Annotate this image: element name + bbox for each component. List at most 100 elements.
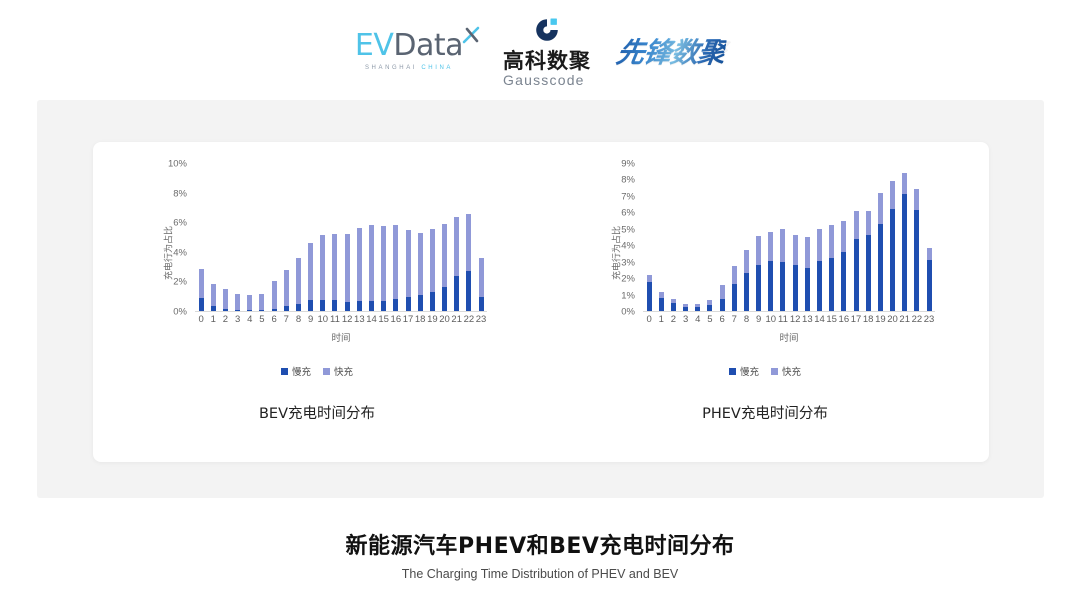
bar-column[interactable]: [219, 164, 231, 311]
stacked-bar[interactable]: [368, 225, 374, 311]
bar-segment-slow: [719, 298, 725, 311]
bar-column[interactable]: [353, 164, 365, 311]
stacked-bar[interactable]: [466, 214, 472, 311]
bar-column[interactable]: [414, 164, 426, 311]
stacked-bar[interactable]: [405, 230, 411, 311]
bar-column[interactable]: [426, 164, 438, 311]
stacked-bar[interactable]: [198, 268, 204, 311]
bar-column[interactable]: [463, 164, 475, 311]
stacked-bar[interactable]: [222, 288, 228, 311]
stacked-bar[interactable]: [877, 193, 883, 311]
stacked-bar[interactable]: [792, 234, 798, 311]
bar-column[interactable]: [801, 164, 813, 311]
stacked-bar[interactable]: [853, 210, 859, 311]
bar-column[interactable]: [704, 164, 716, 311]
bar-column[interactable]: [899, 164, 911, 311]
bar-column[interactable]: [643, 164, 655, 311]
stacked-bar[interactable]: [731, 265, 737, 311]
stacked-bar[interactable]: [926, 247, 932, 311]
bar-column[interactable]: [789, 164, 801, 311]
bar-column[interactable]: [692, 164, 704, 311]
bar-column[interactable]: [862, 164, 874, 311]
bar-column[interactable]: [244, 164, 256, 311]
stacked-bar[interactable]: [768, 232, 774, 311]
stacked-bar[interactable]: [442, 224, 448, 311]
stacked-bar[interactable]: [743, 250, 749, 311]
stacked-bar[interactable]: [804, 237, 810, 311]
bar-column[interactable]: [886, 164, 898, 311]
bar-column[interactable]: [680, 164, 692, 311]
bar-column[interactable]: [923, 164, 935, 311]
stacked-bar[interactable]: [865, 210, 871, 311]
bar-segment-fast: [308, 242, 314, 300]
bar-column[interactable]: [390, 164, 402, 311]
stacked-bar[interactable]: [235, 294, 241, 311]
bar-column[interactable]: [753, 164, 765, 311]
bar-column[interactable]: [716, 164, 728, 311]
stacked-bar[interactable]: [890, 181, 896, 311]
bar-column[interactable]: [195, 164, 207, 311]
stacked-bar[interactable]: [429, 228, 435, 311]
bar-column[interactable]: [378, 164, 390, 311]
bar-column[interactable]: [826, 164, 838, 311]
bar-column[interactable]: [438, 164, 450, 311]
bar-column[interactable]: [777, 164, 789, 311]
stacked-bar[interactable]: [914, 189, 920, 311]
phev-y-tick: 7%: [621, 191, 635, 203]
bar-column[interactable]: [268, 164, 280, 311]
bar-column[interactable]: [317, 164, 329, 311]
stacked-bar[interactable]: [829, 224, 835, 311]
bar-column[interactable]: [305, 164, 317, 311]
bar-column[interactable]: [765, 164, 777, 311]
stacked-bar[interactable]: [756, 236, 762, 311]
bar-column[interactable]: [813, 164, 825, 311]
stacked-bar[interactable]: [393, 225, 399, 311]
bar-column[interactable]: [850, 164, 862, 311]
stacked-bar[interactable]: [247, 294, 253, 311]
stacked-bar[interactable]: [295, 258, 301, 311]
stacked-bar[interactable]: [210, 283, 216, 311]
bar-column[interactable]: [451, 164, 463, 311]
bar-column[interactable]: [341, 164, 353, 311]
stacked-bar[interactable]: [670, 298, 676, 311]
stacked-bar[interactable]: [780, 228, 786, 311]
stacked-bar[interactable]: [902, 172, 908, 311]
stacked-bar[interactable]: [841, 220, 847, 311]
bar-column[interactable]: [232, 164, 244, 311]
stacked-bar[interactable]: [816, 228, 822, 311]
bar-segment-fast: [902, 172, 908, 195]
bar-column[interactable]: [329, 164, 341, 311]
bar-column[interactable]: [667, 164, 679, 311]
bar-column[interactable]: [911, 164, 923, 311]
bar-column[interactable]: [874, 164, 886, 311]
bar-column[interactable]: [838, 164, 850, 311]
stacked-bar[interactable]: [646, 274, 652, 311]
bar-column[interactable]: [292, 164, 304, 311]
bar-column[interactable]: [728, 164, 740, 311]
stacked-bar[interactable]: [332, 234, 338, 311]
bar-column[interactable]: [256, 164, 268, 311]
stacked-bar[interactable]: [259, 294, 265, 311]
stacked-bar[interactable]: [658, 292, 664, 311]
stacked-bar[interactable]: [707, 299, 713, 311]
stacked-bar[interactable]: [454, 217, 460, 311]
stacked-bar[interactable]: [308, 242, 314, 311]
stacked-bar[interactable]: [283, 270, 289, 311]
stacked-bar[interactable]: [695, 303, 701, 311]
stacked-bar[interactable]: [320, 234, 326, 311]
bar-column[interactable]: [207, 164, 219, 311]
bar-column[interactable]: [655, 164, 667, 311]
bar-column[interactable]: [740, 164, 752, 311]
stacked-bar[interactable]: [356, 228, 362, 311]
bar-column[interactable]: [475, 164, 487, 311]
stacked-bar[interactable]: [417, 233, 423, 311]
bar-column[interactable]: [402, 164, 414, 311]
stacked-bar[interactable]: [478, 257, 484, 311]
stacked-bar[interactable]: [719, 284, 725, 311]
stacked-bar[interactable]: [683, 303, 689, 311]
stacked-bar[interactable]: [344, 234, 350, 311]
stacked-bar[interactable]: [381, 225, 387, 311]
bar-column[interactable]: [365, 164, 377, 311]
stacked-bar[interactable]: [271, 281, 277, 311]
bar-column[interactable]: [280, 164, 292, 311]
